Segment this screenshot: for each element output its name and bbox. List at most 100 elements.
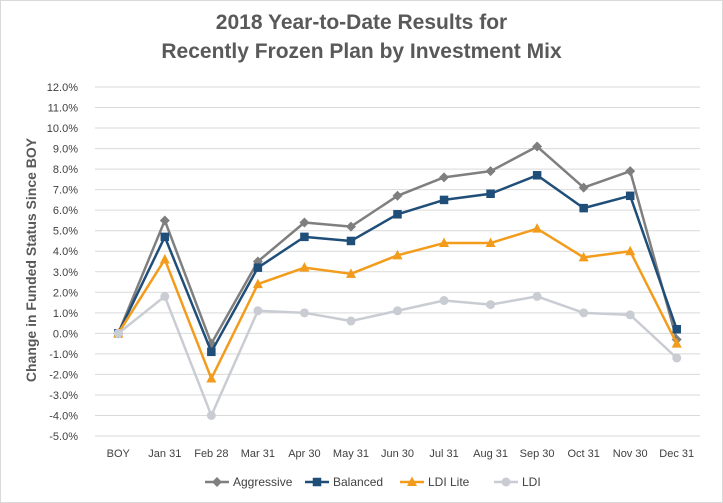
data-point-ldi-lite xyxy=(252,278,263,289)
data-point-aggressive xyxy=(532,141,543,152)
data-point-ldi-lite xyxy=(206,373,217,383)
data-point-aggressive xyxy=(625,166,636,177)
y-tick-label: -3.0% xyxy=(49,390,78,402)
data-point-ldi-lite xyxy=(532,223,543,233)
y-tick-labels: -5.0% -4.0% -3.0% -2.0% -1.0% 0.0% 1.0% 2.0% 3.0… xyxy=(47,82,78,443)
legend-item-aggressive: Aggressive xyxy=(205,475,293,489)
series-ldi-lite xyxy=(113,223,682,383)
series-line-balanced xyxy=(117,174,678,354)
data-point-balanced xyxy=(439,195,449,205)
y-tick-label: 5.0% xyxy=(53,226,78,238)
data-point-balanced xyxy=(532,171,542,180)
y-tick-label: 1.0% xyxy=(53,308,78,320)
data-point-balanced xyxy=(486,189,495,199)
x-tick-label: Jun 30 xyxy=(381,448,414,460)
data-point-aggressive xyxy=(439,172,450,183)
data-point-ldi-lite xyxy=(159,253,170,264)
legend-label: LDI Lite xyxy=(428,475,470,489)
y-tick-label: -5.0% xyxy=(49,431,78,443)
legend-marker xyxy=(407,476,417,486)
data-point-ldi-lite xyxy=(578,251,589,262)
legend-label: Aggressive xyxy=(233,475,293,489)
data-point-ldi xyxy=(439,296,449,306)
data-point-ldi xyxy=(253,306,263,316)
legend: Aggressive Balanced LDI Lite LDI xyxy=(205,475,541,489)
data-point-aggressive xyxy=(392,190,403,201)
legend-item-ldi: LDI xyxy=(494,475,541,489)
x-tick-label: Mar 31 xyxy=(241,448,275,460)
data-point-ldi xyxy=(346,316,356,326)
data-point-ldi xyxy=(160,291,170,301)
y-tick-label: -4.0% xyxy=(49,410,78,422)
y-tick-label: -2.0% xyxy=(49,369,78,381)
data-point-balanced xyxy=(672,324,681,334)
data-point-ldi xyxy=(299,308,309,318)
data-point-ldi-lite xyxy=(392,249,403,260)
chart-title-line-2: Recently Frozen Plan by Investment Mix xyxy=(161,40,562,63)
data-point-ldi-lite xyxy=(439,237,450,248)
data-point-aggressive xyxy=(485,166,496,177)
data-point-ldi xyxy=(672,353,682,363)
data-point-balanced xyxy=(579,203,588,213)
gridlines xyxy=(95,86,700,437)
x-tick-label: May 31 xyxy=(333,448,369,460)
data-point-ldi xyxy=(206,410,216,420)
x-tick-label: Dec 31 xyxy=(659,448,694,460)
chart-title: 2018 Year-to-Date Results for Recently F… xyxy=(0,8,723,66)
data-point-aggressive xyxy=(345,221,356,232)
y-tick-label: 9.0% xyxy=(53,144,78,156)
y-tick-label: 7.0% xyxy=(53,185,78,197)
y-tick-label: 10.0% xyxy=(47,123,78,135)
data-point-ldi-lite xyxy=(485,237,496,248)
x-tick-label: Nov 30 xyxy=(613,448,648,460)
data-point-balanced xyxy=(253,263,263,272)
y-tick-label: 4.0% xyxy=(53,246,78,258)
data-point-ldi xyxy=(579,308,589,318)
data-point-balanced xyxy=(393,210,402,219)
x-tick-label: Feb 28 xyxy=(194,448,228,460)
data-point-ldi xyxy=(532,291,542,301)
series-layer xyxy=(113,141,682,420)
data-point-balanced xyxy=(300,232,309,242)
data-point-ldi xyxy=(486,300,496,310)
data-point-ldi-lite xyxy=(345,268,356,278)
x-tick-labels: BOY Jan 31 Feb 28 Mar 31 Apr 30 May 31 Jun 30 J… xyxy=(107,448,695,460)
x-tick-label: Oct 31 xyxy=(567,448,599,460)
legend-item-balanced: Balanced xyxy=(305,475,383,489)
data-point-aggressive xyxy=(299,217,310,228)
y-axis-title: Change in Funded Status Since BOY xyxy=(23,137,39,382)
data-point-ldi-lite xyxy=(671,338,682,348)
y-tick-label: 2.0% xyxy=(53,287,78,299)
data-point-ldi xyxy=(393,306,402,316)
y-tick-label: 6.0% xyxy=(53,205,78,217)
data-point-ldi xyxy=(113,328,123,338)
y-tick-label: 12.0% xyxy=(47,82,78,94)
x-tick-label: BOY xyxy=(107,448,131,460)
x-tick-label: Sep 30 xyxy=(520,448,555,460)
y-tick-label: 11.0% xyxy=(48,103,79,115)
series-ldi xyxy=(113,291,682,420)
legend-item-ldi-lite: LDI Lite xyxy=(400,475,470,489)
chart-title-line-1: 2018 Year-to-Date Results for xyxy=(215,11,508,34)
y-tick-label: -1.0% xyxy=(49,349,78,361)
data-point-aggressive xyxy=(159,215,170,226)
data-point-balanced xyxy=(346,236,356,246)
data-point-ldi-lite xyxy=(299,262,310,272)
data-point-aggressive xyxy=(578,182,589,193)
y-tick-label: 8.0% xyxy=(53,164,78,176)
x-tick-label: Aug 31 xyxy=(473,448,508,460)
data-point-balanced xyxy=(160,232,170,242)
y-tick-label: 0.0% xyxy=(53,328,78,340)
y-tick-label: 3.0% xyxy=(53,267,78,279)
data-point-ldi-lite xyxy=(625,245,636,256)
legend-marker xyxy=(212,477,222,487)
data-point-balanced xyxy=(625,191,635,201)
legend-label: LDI xyxy=(522,475,541,489)
data-point-ldi xyxy=(625,310,635,320)
legend-marker xyxy=(312,477,322,487)
x-tick-label: Jul 31 xyxy=(429,448,458,460)
legend-label: Balanced xyxy=(333,475,383,489)
legend-marker xyxy=(501,477,511,487)
x-tick-label: Apr 30 xyxy=(288,448,320,460)
